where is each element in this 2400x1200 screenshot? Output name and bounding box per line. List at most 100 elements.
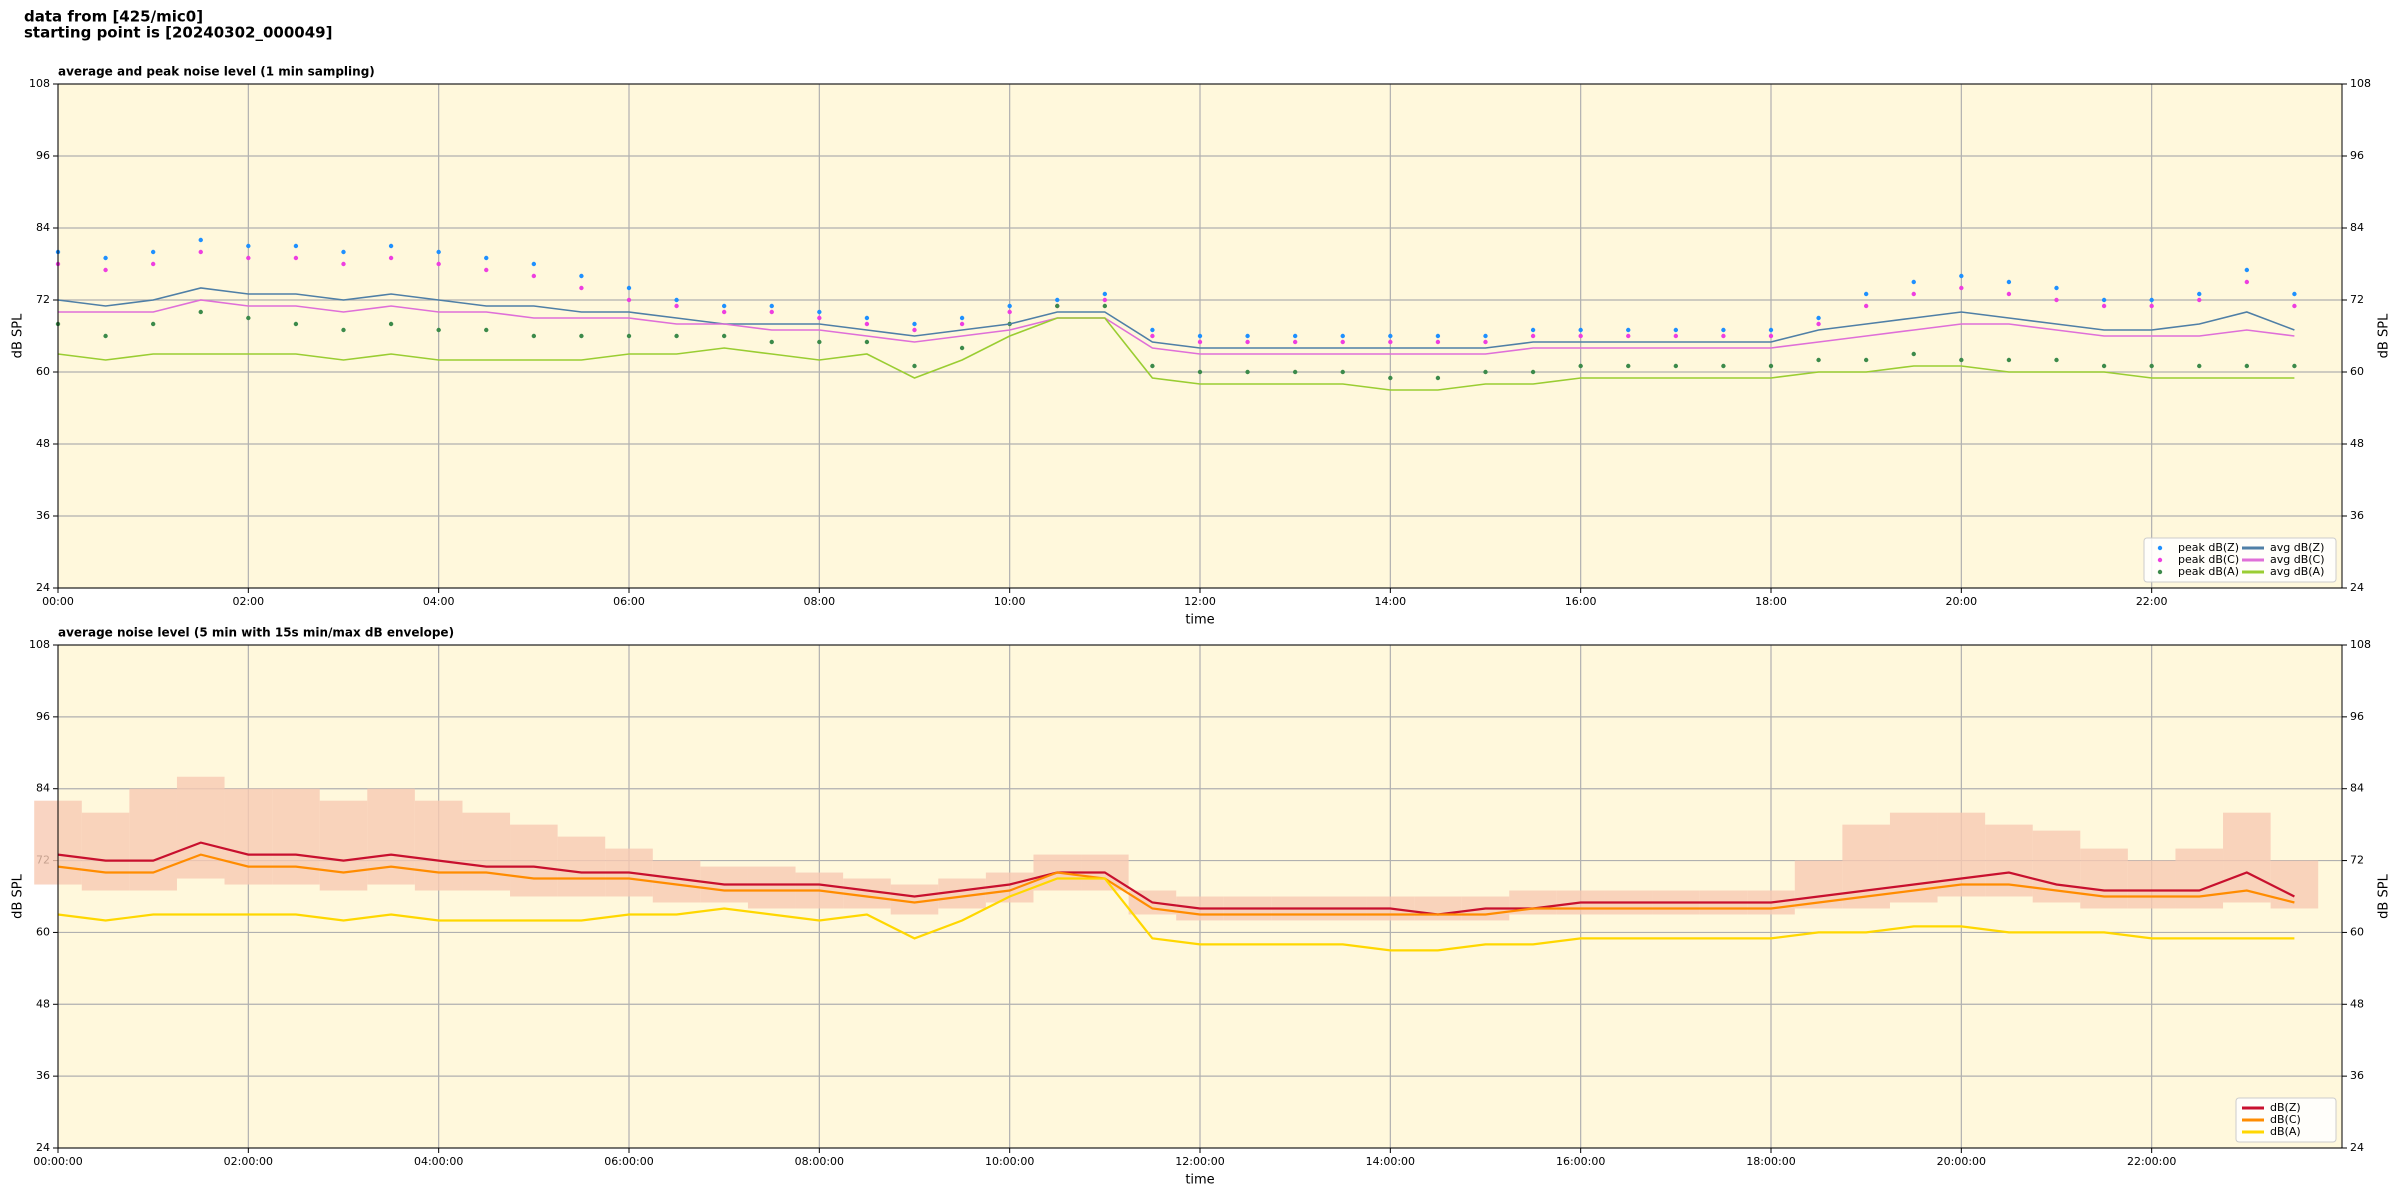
peak-point xyxy=(959,345,965,351)
peak-point xyxy=(1292,369,1298,375)
series-line xyxy=(57,287,2295,349)
peak-point xyxy=(484,255,489,261)
series-line xyxy=(57,853,2295,916)
peak-point xyxy=(959,315,965,321)
legend-label: peak dB(Z) xyxy=(2178,541,2239,554)
envelope-band xyxy=(2270,860,2319,909)
y-tick-label: 60 xyxy=(2350,365,2364,378)
peak-point xyxy=(2244,279,2250,285)
legend-label: dB(Z) xyxy=(2270,1101,2301,1114)
y-tick-label: 84 xyxy=(2350,782,2364,795)
peak-point xyxy=(2101,303,2107,309)
peak-point xyxy=(2054,357,2059,363)
peak-point xyxy=(103,267,108,273)
peak-point xyxy=(2054,285,2059,291)
y-tick-label: 36 xyxy=(36,509,50,522)
peak-point xyxy=(817,339,822,345)
peak-point xyxy=(626,333,632,339)
legend-marker xyxy=(2157,569,2163,575)
envelope-band xyxy=(367,788,415,885)
peak-point xyxy=(1626,363,1631,369)
y-tick-label: 48 xyxy=(2350,997,2364,1010)
y-tick-label: 48 xyxy=(2350,437,2364,450)
x-tick-label: 18:00:00 xyxy=(1746,1155,1795,1168)
y-tick-label: 36 xyxy=(36,1069,50,1082)
y-tick-label: 24 xyxy=(2350,1141,2364,1154)
peak-point xyxy=(246,255,251,261)
y-tick-label: 72 xyxy=(36,293,50,306)
peak-point xyxy=(531,273,537,279)
peak-point xyxy=(1959,273,1964,279)
peak-point xyxy=(912,321,917,327)
y-tick-label: 24 xyxy=(36,1141,50,1154)
plot-frame xyxy=(57,83,2343,589)
peak-point xyxy=(1340,339,1345,345)
x-tick-label: 06:00 xyxy=(613,595,645,608)
x-tick-label: 04:00 xyxy=(423,595,455,608)
y-tick-label: 36 xyxy=(2350,509,2364,522)
peak-point xyxy=(1530,369,1536,375)
y-tick-label: 108 xyxy=(2350,77,2371,90)
peak-point xyxy=(1673,363,1679,369)
x-tick-label: 10:00:00 xyxy=(985,1155,1034,1168)
y-tick-label: 60 xyxy=(2350,925,2364,938)
peak-point xyxy=(864,321,870,327)
peak-point xyxy=(1863,291,1869,297)
peak-point xyxy=(1673,327,1679,333)
x-tick-label: 08:00:00 xyxy=(795,1155,844,1168)
y-axis-label: dB SPL xyxy=(11,873,26,918)
peak-point xyxy=(1150,363,1155,369)
peak-point xyxy=(769,339,774,345)
x-tick-label: 00:00:00 xyxy=(33,1155,82,1168)
peak-point xyxy=(959,321,965,327)
peak-point xyxy=(721,309,727,315)
peak-point xyxy=(1959,357,1964,363)
peak-point xyxy=(293,255,299,261)
peak-point xyxy=(579,285,584,291)
peak-point xyxy=(150,249,156,255)
chart-title: average noise level (5 min with 15s min/… xyxy=(58,626,454,640)
y-tick-label: 108 xyxy=(29,638,50,651)
x-tick-label: 16:00:00 xyxy=(1556,1155,1605,1168)
peak-point xyxy=(864,315,870,321)
peak-point xyxy=(388,255,394,261)
peak-point xyxy=(2197,363,2202,369)
envelope-band xyxy=(1414,896,1462,921)
y-tick-label: 36 xyxy=(2350,1069,2364,1082)
peak-point xyxy=(1245,339,1250,345)
peak-point xyxy=(674,297,679,303)
y-tick-label: 84 xyxy=(36,782,50,795)
y-tick-label: 72 xyxy=(2350,293,2364,306)
peak-point xyxy=(484,327,489,333)
peak-point xyxy=(2149,363,2154,369)
envelope-band xyxy=(129,788,177,891)
x-axis-label: time xyxy=(1185,1173,1214,1188)
peak-point xyxy=(579,333,584,339)
peak-point xyxy=(1721,363,1726,369)
y-tick-label: 108 xyxy=(2350,638,2371,651)
peak-point xyxy=(817,315,822,321)
legend-label: peak dB(A) xyxy=(2178,565,2239,578)
peak-point xyxy=(864,339,870,345)
peak-point xyxy=(674,333,679,339)
peak-point xyxy=(198,249,203,255)
x-tick-label: 06:00:00 xyxy=(604,1155,653,1168)
peak-point xyxy=(1435,375,1441,381)
peak-point xyxy=(1388,339,1393,345)
peak-point xyxy=(436,261,441,267)
peak-point xyxy=(1102,291,1108,297)
peak-point xyxy=(1292,339,1298,345)
peak-point xyxy=(2101,297,2107,303)
peak-point xyxy=(912,363,917,369)
y-tick-label: 84 xyxy=(36,221,50,234)
envelope-band xyxy=(557,836,606,897)
peak-point xyxy=(1055,303,1060,309)
peak-point xyxy=(1197,369,1203,375)
x-tick-label: 04:00:00 xyxy=(414,1155,463,1168)
envelope-band xyxy=(224,788,273,885)
peak-point xyxy=(2006,279,2012,285)
peak-point xyxy=(1435,333,1441,339)
peak-point xyxy=(341,327,346,333)
peak-point xyxy=(150,261,156,267)
